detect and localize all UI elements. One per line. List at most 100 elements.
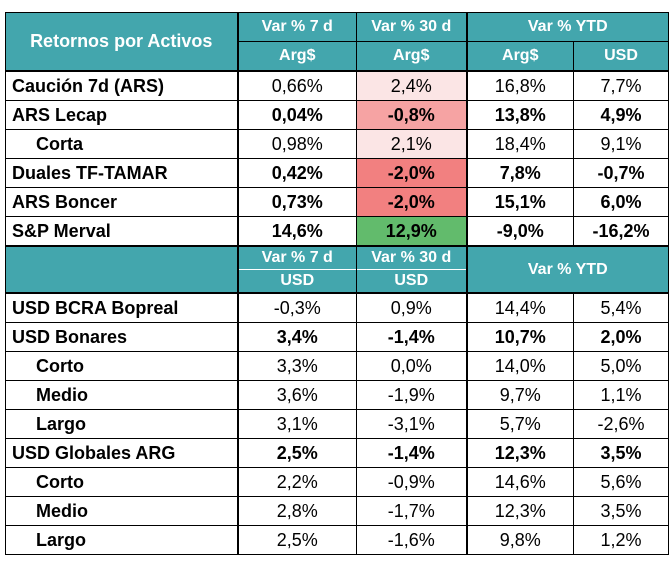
row-label: USD Globales ARG xyxy=(5,438,238,468)
table-row: Corta 0,98% 2,1% 18,4% 9,1% xyxy=(5,129,669,159)
cell-var-7d: 14,6% xyxy=(236,216,357,247)
header2-blank xyxy=(5,245,238,294)
cell-var-30d: -1,6% xyxy=(356,525,467,555)
cell-ytd-usd: 1,2% xyxy=(573,525,669,555)
cell-var-30d: 12,9% xyxy=(356,216,467,247)
cell-ytd-ars: 16,8% xyxy=(465,70,574,101)
table-row: ARS Lecap 0,04% -0,8% 13,8% 4,9% xyxy=(5,100,669,130)
row-label: Duales TF-TAMAR xyxy=(5,158,238,188)
table-row: Corto 2,2% -0,9% 14,6% 5,6% xyxy=(5,467,669,497)
cell-ytd-ars: 15,1% xyxy=(465,187,574,217)
cell-ytd-usd: -2,6% xyxy=(573,409,669,439)
cell-ytd-ars: 18,4% xyxy=(465,129,574,159)
cell-ytd-ars: 13,8% xyxy=(465,100,574,130)
header2-var-ytd: Var % YTD xyxy=(465,245,669,294)
cell-var-30d: -1,9% xyxy=(356,380,467,410)
table-row: ARS Boncer 0,73% -2,0% 15,1% 6,0% xyxy=(5,187,669,217)
cell-ytd-usd: 3,5% xyxy=(573,496,669,526)
cell-ytd-usd: -0,7% xyxy=(573,158,669,188)
cell-var-30d: 0,9% xyxy=(356,292,467,323)
cell-ytd-ars: 14,4% xyxy=(465,292,574,323)
table-row: Largo 3,1% -3,1% 5,7% -2,6% xyxy=(5,409,669,439)
cell-var-30d: 2,4% xyxy=(356,70,467,101)
cell-var-7d: -0,3% xyxy=(236,292,357,323)
row-label: Caución 7d (ARS) xyxy=(5,70,238,101)
header-var-7d: Var % 7 d xyxy=(236,12,357,42)
header-var-ytd: Var % YTD xyxy=(465,12,669,42)
row-label: Corta xyxy=(5,129,238,159)
cell-var-30d: -2,0% xyxy=(356,187,467,217)
cell-ytd-ars: 9,8% xyxy=(465,525,574,555)
header-currency-7d: Arg$ xyxy=(236,41,357,72)
header2-var-30d: Var % 30 d USD xyxy=(356,245,467,294)
cell-var-30d: -0,8% xyxy=(356,100,467,130)
cell-ytd-ars: 12,3% xyxy=(465,438,574,468)
header2-var-7d-label: Var % 7 d xyxy=(261,249,333,266)
cell-var-7d: 2,8% xyxy=(236,496,357,526)
header2-var-7d: Var % 7 d USD xyxy=(236,245,357,294)
cell-var-7d: 2,5% xyxy=(236,525,357,555)
cell-var-7d: 3,1% xyxy=(236,409,357,439)
cell-ytd-ars: 14,6% xyxy=(465,467,574,497)
cell-var-30d: -2,0% xyxy=(356,158,467,188)
row-label: Medio xyxy=(5,496,238,526)
cell-var-7d: 0,42% xyxy=(236,158,357,188)
header2-currency-7d: USD xyxy=(238,269,356,292)
cell-ytd-usd: -16,2% xyxy=(573,216,669,247)
ars-section: Caución 7d (ARS) 0,66% 2,4% 16,8% 7,7% ARS Le… xyxy=(5,70,669,247)
usd-section: USD BCRA Bopreal -0,3% 0,9% 14,4% 5,4% USD Bo… xyxy=(5,292,669,555)
cell-var-30d: 2,1% xyxy=(356,129,467,159)
cell-ytd-usd: 4,9% xyxy=(573,100,669,130)
header2-var-30d-label: Var % 30 d xyxy=(371,249,452,266)
cell-ytd-ars: 10,7% xyxy=(465,322,574,352)
returns-table: Retornos por Activos Var % 7 d Var % 30 … xyxy=(5,12,669,555)
row-label: ARS Boncer xyxy=(5,187,238,217)
table-row: S&P Merval 14,6% 12,9% -9,0% -16,2% xyxy=(5,216,669,247)
cell-ytd-usd: 5,0% xyxy=(573,351,669,381)
cell-var-7d: 0,73% xyxy=(236,187,357,217)
table-title: Retornos por Activos xyxy=(5,12,238,72)
cell-ytd-usd: 5,4% xyxy=(573,292,669,323)
cell-var-7d: 2,5% xyxy=(236,438,357,468)
table-row: Duales TF-TAMAR 0,42% -2,0% 7,8% -0,7% xyxy=(5,158,669,188)
cell-var-30d: -1,4% xyxy=(356,322,467,352)
header-var-30d: Var % 30 d xyxy=(356,12,467,42)
table-row: USD BCRA Bopreal -0,3% 0,9% 14,4% 5,4% xyxy=(5,292,669,323)
table-row: USD Globales ARG 2,5% -1,4% 12,3% 3,5% xyxy=(5,438,669,468)
cell-ytd-ars: -9,0% xyxy=(465,216,574,247)
cell-var-30d: 0,0% xyxy=(356,351,467,381)
cell-ytd-usd: 1,1% xyxy=(573,380,669,410)
cell-var-7d: 0,04% xyxy=(236,100,357,130)
cell-ytd-usd: 9,1% xyxy=(573,129,669,159)
cell-var-30d: -0,9% xyxy=(356,467,467,497)
cell-ytd-ars: 14,0% xyxy=(465,351,574,381)
cell-var-7d: 0,98% xyxy=(236,129,357,159)
table-row: Medio 3,6% -1,9% 9,7% 1,1% xyxy=(5,380,669,410)
table-row: Caución 7d (ARS) 0,66% 2,4% 16,8% 7,7% xyxy=(5,70,669,101)
cell-ytd-usd: 7,7% xyxy=(573,70,669,101)
cell-var-7d: 3,6% xyxy=(236,380,357,410)
row-label: ARS Lecap xyxy=(5,100,238,130)
row-label: Corto xyxy=(5,467,238,497)
cell-ytd-usd: 2,0% xyxy=(573,322,669,352)
row-label: Medio xyxy=(5,380,238,410)
header2-currency-30d: USD xyxy=(357,269,466,292)
cell-ytd-ars: 9,7% xyxy=(465,380,574,410)
cell-var-7d: 3,3% xyxy=(236,351,357,381)
row-label: Corto xyxy=(5,351,238,381)
table-row: Largo 2,5% -1,6% 9,8% 1,2% xyxy=(5,525,669,555)
usd-header-section: Var % 7 d USD Var % 30 d USD Var % YTD xyxy=(5,245,669,294)
cell-var-30d: -3,1% xyxy=(356,409,467,439)
cell-ytd-usd: 3,5% xyxy=(573,438,669,468)
header-currency-ytd-usd: USD xyxy=(573,41,669,72)
header-currency-ytd-ars: Arg$ xyxy=(465,41,574,72)
header-currency-30d: Arg$ xyxy=(356,41,467,72)
row-label: USD Bonares xyxy=(5,322,238,352)
cell-ytd-usd: 6,0% xyxy=(573,187,669,217)
cell-ytd-ars: 7,8% xyxy=(465,158,574,188)
row-label: S&P Merval xyxy=(5,216,238,247)
cell-var-7d: 2,2% xyxy=(236,467,357,497)
table-row: Medio 2,8% -1,7% 12,3% 3,5% xyxy=(5,496,669,526)
row-label: Largo xyxy=(5,409,238,439)
table-row: Corto 3,3% 0,0% 14,0% 5,0% xyxy=(5,351,669,381)
